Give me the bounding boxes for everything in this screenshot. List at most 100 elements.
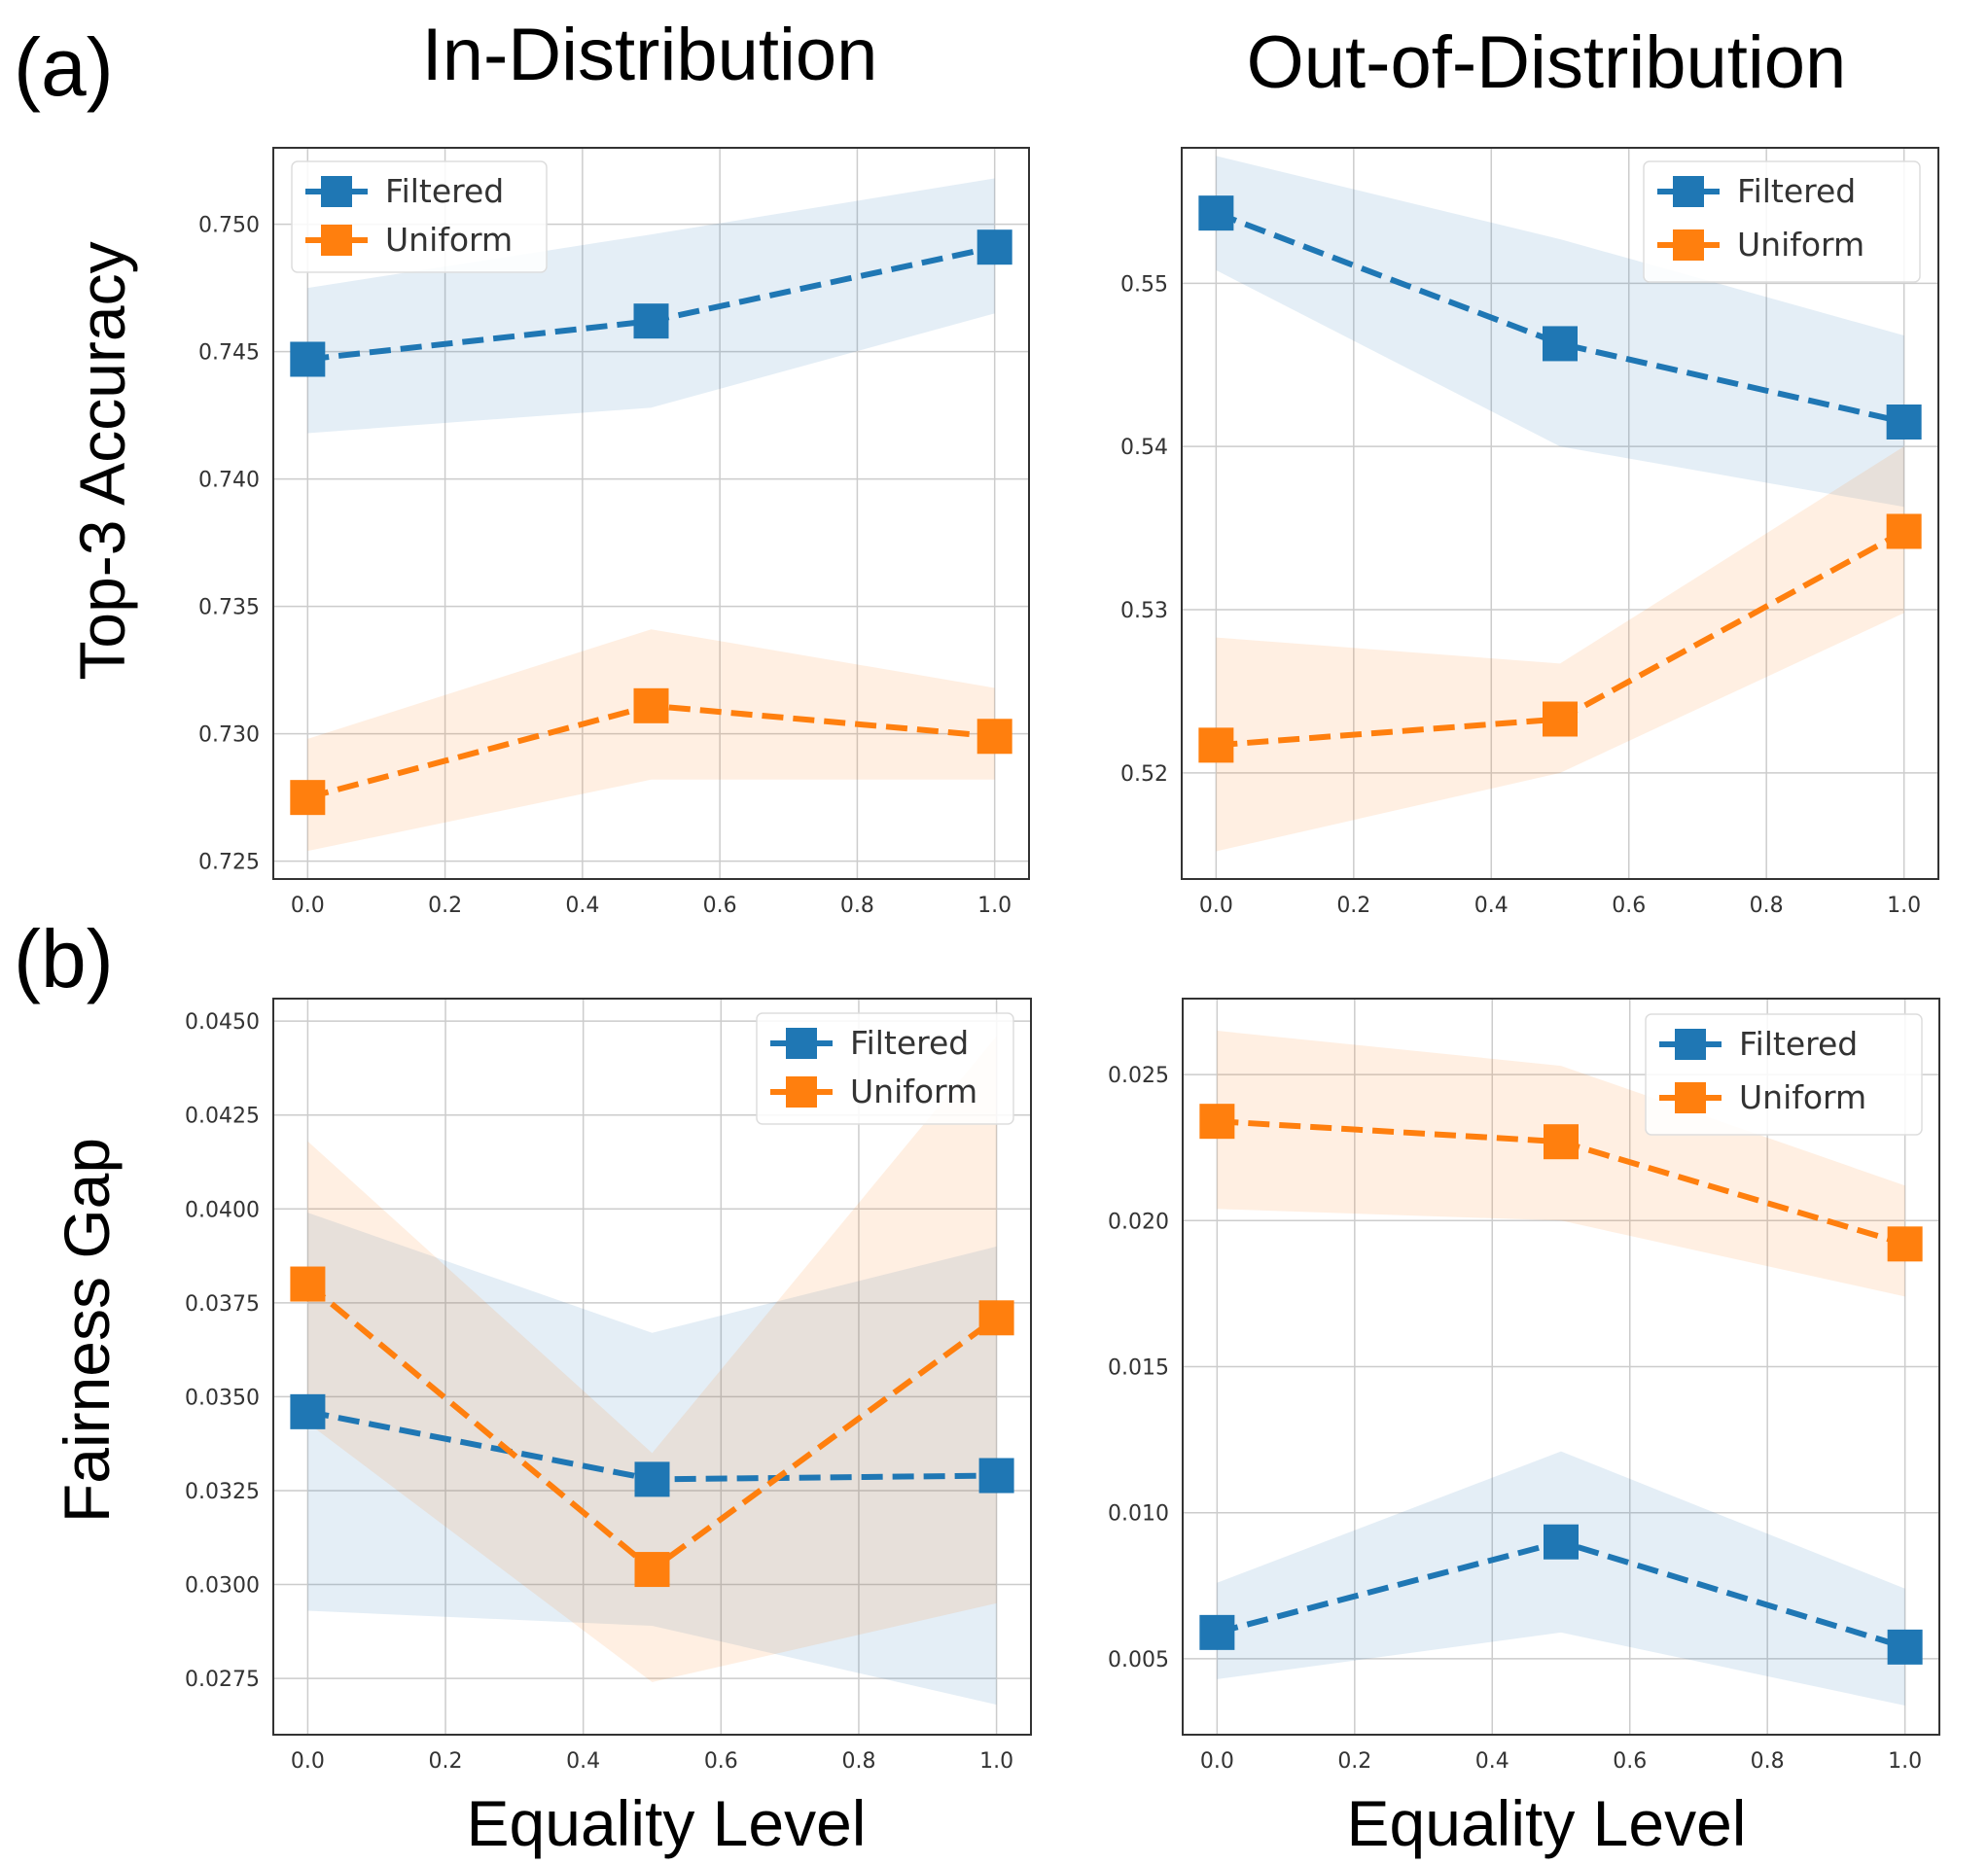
y-tick-label: 0.015	[1108, 1356, 1169, 1381]
legend-marker-filtered	[786, 1028, 817, 1059]
legend-marker-uniform	[786, 1076, 817, 1108]
y-tick-label: 0.740	[198, 469, 260, 493]
data-point-uniform	[1887, 1226, 1923, 1262]
axes-frame	[1181, 147, 1939, 880]
data-point-filtered	[633, 303, 669, 339]
y-tick-label: 0.53	[1120, 599, 1168, 623]
legend: Filtered Uniform	[291, 160, 548, 273]
confidence-band-filtered	[1217, 1451, 1905, 1706]
y-tick-label: 0.730	[198, 723, 260, 748]
data-point-filtered	[1198, 195, 1234, 231]
data-point-filtered	[1887, 1629, 1923, 1665]
y-tick-label: 0.005	[1108, 1648, 1169, 1672]
x-tick-label: 0.8	[1751, 1749, 1785, 1774]
legend: Filtered Uniform	[1645, 1013, 1923, 1136]
legend: Filtered Uniform	[756, 1012, 1014, 1125]
x-tick-label: 1.0	[1888, 1749, 1922, 1774]
data-point-filtered	[290, 1393, 326, 1429]
x-tick-label: 0.8	[1750, 894, 1784, 918]
x-tick-label: 0.4	[1475, 1749, 1509, 1774]
x-axis-label-left: Equality Level	[467, 1787, 867, 1859]
x-tick-label: 0.4	[1474, 894, 1509, 918]
legend-label-uniform: Uniform	[385, 221, 513, 259]
confidence-band-uniform	[1216, 446, 1904, 852]
x-tick-label: 0.6	[1612, 894, 1646, 918]
x-tick-label: 1.0	[977, 894, 1012, 918]
y-tick-label: 0.52	[1120, 762, 1168, 787]
legend-marker-filtered	[321, 176, 352, 207]
x-tick-label: 0.2	[428, 894, 462, 918]
chart-a-in: 0.0 0.2 0.4 0.6 0.8 1.0 0.725 0.730 0.735 0.740 0.…	[198, 147, 1030, 918]
chart-a-ood: 0.0 0.2 0.4 0.6 0.8 1.0 0.52 0.53 0.54 0.55 Filter…	[1120, 147, 1939, 918]
x-tick-label: 0.8	[841, 1749, 875, 1774]
legend-label-filtered: Filtered	[1737, 172, 1856, 210]
y-tick-label: 0.0300	[185, 1574, 260, 1599]
panel-label-a: (a)	[14, 21, 114, 113]
data-point-filtered	[634, 1461, 670, 1497]
legend-marker-uniform	[1675, 1082, 1706, 1113]
legend-marker-uniform	[321, 225, 352, 256]
chart-b-in: 0.0 0.2 0.4 0.6 0.8 1.0 0.0275 0.0300 0.0325 0.03…	[185, 998, 1032, 1774]
data-point-filtered	[1544, 1524, 1579, 1560]
legend-label-filtered: Filtered	[385, 172, 504, 210]
data-point-uniform	[290, 1266, 326, 1302]
y-tick-label: 0.55	[1120, 272, 1168, 297]
y-tick-label: 0.745	[198, 341, 260, 366]
data-point-filtered	[1199, 1614, 1235, 1650]
legend-marker-filtered	[1675, 1029, 1706, 1060]
data-point-uniform	[1199, 1104, 1235, 1140]
column-title-in-distribution: In-Distribution	[422, 14, 878, 96]
x-tick-label: 0.2	[1336, 894, 1370, 918]
x-tick-label: 0.6	[703, 894, 737, 918]
legend-label-filtered: Filtered	[1739, 1025, 1858, 1063]
axes-frame	[272, 998, 1032, 1736]
chart-b-ood: 0.0 0.2 0.4 0.6 0.8 1.0 0.005 0.010 0.015 0.020 0.…	[1108, 998, 1940, 1774]
y-tick-label: 0.750	[198, 214, 260, 238]
x-tick-label: 0.2	[1337, 1749, 1371, 1774]
x-tick-label: 0.0	[291, 894, 325, 918]
data-point-uniform	[633, 687, 669, 723]
x-tick-label: 1.0	[1887, 894, 1921, 918]
x-axis-label-right: Equality Level	[1347, 1787, 1747, 1859]
confidence-band-filtered	[307, 1213, 997, 1706]
y-tick-label: 0.0275	[185, 1668, 260, 1692]
data-point-filtered	[976, 229, 1012, 265]
axes-frame	[1182, 998, 1940, 1736]
legend-marker-filtered	[1673, 176, 1704, 207]
x-tick-label: 0.0	[1199, 894, 1233, 918]
x-tick-label: 0.6	[1613, 1749, 1647, 1774]
data-point-uniform	[634, 1552, 670, 1588]
x-tick-label: 0.8	[840, 894, 874, 918]
y-tick-label: 0.0400	[185, 1198, 260, 1222]
x-tick-label: 0.6	[704, 1749, 738, 1774]
data-point-filtered	[290, 341, 326, 377]
row-ylabel-fairness-gap: Fairness Gap	[51, 1138, 123, 1523]
data-point-uniform	[1544, 1124, 1579, 1160]
axes-frame	[272, 147, 1030, 880]
y-tick-label: 0.025	[1108, 1064, 1169, 1088]
data-point-filtered	[978, 1458, 1014, 1494]
x-tick-label: 0.0	[291, 1749, 325, 1774]
legend-label-uniform: Uniform	[1739, 1078, 1866, 1116]
x-tick-label: 0.2	[429, 1749, 463, 1774]
confidence-band-uniform	[307, 629, 995, 852]
data-point-uniform	[978, 1300, 1014, 1336]
legend: Filtered Uniform	[1643, 160, 1921, 283]
x-tick-label: 1.0	[979, 1749, 1013, 1774]
y-tick-label: 0.0350	[185, 1386, 260, 1410]
y-tick-label: 0.54	[1120, 436, 1168, 460]
data-point-uniform	[1886, 513, 1922, 549]
data-point-uniform	[1543, 701, 1578, 737]
data-point-uniform	[976, 719, 1012, 755]
legend-marker-uniform	[1673, 229, 1704, 261]
y-tick-label: 0.735	[198, 596, 260, 620]
x-tick-label: 0.0	[1200, 1749, 1234, 1774]
y-tick-label: 0.725	[198, 851, 260, 875]
data-point-uniform	[290, 780, 326, 816]
x-tick-label: 0.4	[565, 894, 599, 918]
y-tick-label: 0.0325	[185, 1480, 260, 1504]
legend-label-uniform: Uniform	[850, 1073, 977, 1110]
y-tick-label: 0.0375	[185, 1292, 260, 1317]
series-line-filtered	[1215, 210, 1905, 425]
y-tick-label: 0.020	[1108, 1210, 1169, 1234]
